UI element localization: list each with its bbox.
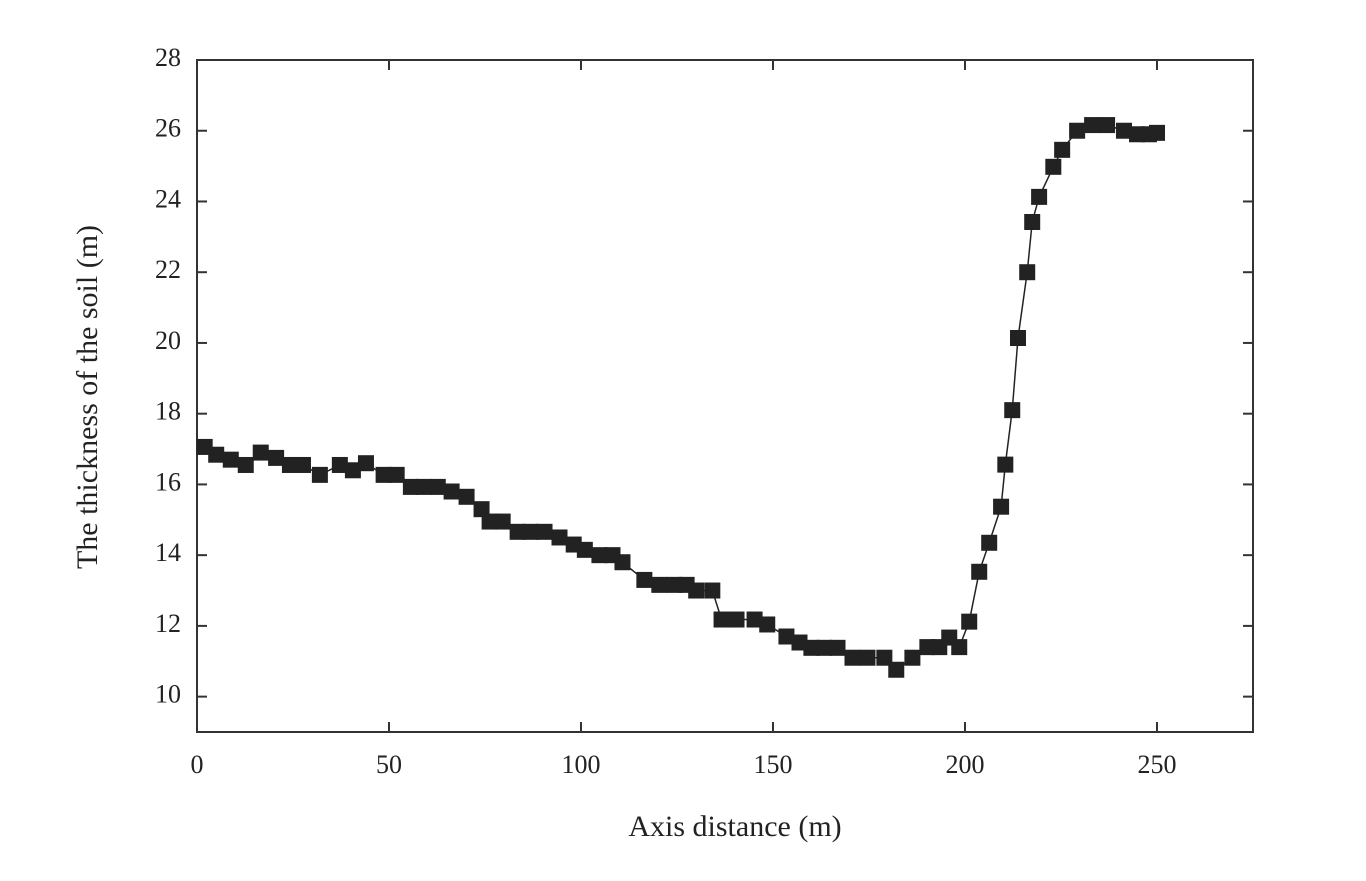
data-point [522, 523, 539, 540]
data-point [576, 541, 593, 558]
data-point [536, 523, 553, 540]
y-tick-label: 10 [155, 680, 181, 709]
data-point [237, 456, 254, 473]
y-tick-label: 24 [155, 184, 181, 213]
x-tick-label: 200 [946, 750, 985, 779]
data-point [816, 639, 833, 656]
data-point [473, 501, 490, 518]
data-point [704, 582, 721, 599]
data-point [494, 513, 511, 530]
y-tick-label: 20 [155, 326, 181, 355]
data-point [859, 649, 876, 666]
y-tick-label: 18 [155, 397, 181, 426]
data-point [375, 466, 392, 483]
data-point [951, 639, 968, 656]
x-tick-label: 150 [754, 750, 793, 779]
y-tick-label: 28 [155, 43, 181, 72]
y-tick-label: 26 [155, 114, 181, 143]
data-point [331, 456, 348, 473]
y-tick-label: 22 [155, 255, 181, 284]
data-point [268, 449, 285, 466]
data-point [1115, 122, 1132, 139]
data-point [208, 446, 225, 463]
data-point [443, 483, 460, 500]
y-tick-label: 14 [155, 538, 181, 567]
data-point [458, 488, 475, 505]
data-point [388, 466, 405, 483]
data-point [551, 529, 568, 546]
data-point [614, 554, 631, 571]
data-point [1099, 117, 1116, 134]
data-point [591, 547, 608, 564]
data-point [1084, 117, 1101, 134]
data-point [481, 513, 498, 530]
data-point [509, 523, 526, 540]
data-point [746, 611, 763, 628]
data-point [415, 478, 432, 495]
data-point [981, 534, 998, 551]
data-point [344, 462, 361, 479]
data-point [904, 649, 921, 666]
data-point [728, 611, 745, 628]
x-tick-label: 0 [191, 750, 204, 779]
y-tick-label: 12 [155, 609, 181, 638]
x-tick-label: 100 [562, 750, 601, 779]
data-point [778, 628, 795, 645]
y-axis-label: The thickness of the soil (m) [71, 225, 104, 569]
data-point [357, 455, 374, 472]
data-point [713, 611, 730, 628]
data-point [876, 649, 893, 666]
data-point [688, 582, 705, 599]
data-point [294, 456, 311, 473]
data-point [402, 478, 419, 495]
data-point [971, 563, 988, 580]
data-point [222, 451, 239, 468]
data-point [844, 649, 861, 666]
data-point [1149, 124, 1165, 141]
data-point [1004, 402, 1021, 419]
data-point [829, 639, 846, 656]
data-point [1019, 264, 1036, 281]
data-point [1031, 188, 1048, 205]
data-point [281, 456, 298, 473]
data-point [666, 576, 683, 593]
data-point [429, 478, 446, 495]
data-point [1045, 158, 1062, 175]
data-point [759, 616, 776, 633]
data-point [993, 498, 1010, 515]
data-point [636, 571, 653, 588]
x-tick-label: 250 [1138, 750, 1177, 779]
data-point [252, 444, 269, 461]
data-point [803, 639, 820, 656]
data-point [1009, 329, 1026, 346]
y-tick-label: 16 [155, 467, 181, 496]
data-point [997, 456, 1014, 473]
data-point [1069, 122, 1086, 139]
data-point [651, 576, 668, 593]
data-point [961, 613, 978, 630]
x-tick-label: 50 [376, 750, 402, 779]
data-point [1054, 141, 1071, 158]
plot-frame [196, 59, 1254, 733]
data-point [311, 466, 328, 483]
data-point [1024, 213, 1041, 230]
data-point [888, 661, 905, 678]
x-axis-label: Axis distance (m) [628, 810, 841, 843]
